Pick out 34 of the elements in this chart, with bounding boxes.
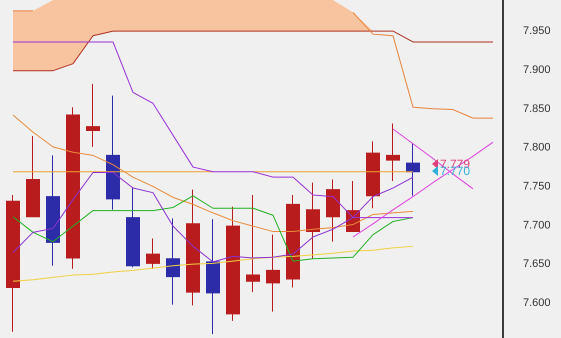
y-tick-label: 7.650 bbox=[523, 258, 551, 270]
candlestick bbox=[186, 189, 200, 306]
line-series bbox=[12, 195, 414, 262]
candlestick bbox=[366, 140, 380, 209]
candlestick bbox=[266, 234, 280, 312]
candlestick bbox=[206, 218, 220, 335]
line-series bbox=[12, 246, 414, 282]
y-tick-label: 7.750 bbox=[523, 180, 551, 192]
y-tick-label: 7.600 bbox=[523, 297, 551, 310]
candlestick bbox=[146, 238, 160, 270]
candlestick bbox=[6, 194, 20, 332]
y-tick-label: 7.900 bbox=[523, 64, 551, 76]
candlestick bbox=[26, 135, 40, 218]
line-series bbox=[12, 114, 414, 232]
candlestick bbox=[46, 154, 60, 266]
candlestick bbox=[326, 178, 340, 242]
candlestick bbox=[86, 83, 100, 148]
y-tick-label: 7.950 bbox=[523, 25, 551, 38]
line-series bbox=[12, 41, 414, 218]
y-tick-label: 7.850 bbox=[523, 102, 551, 115]
line-series bbox=[12, 30, 494, 72]
candlestick bbox=[66, 106, 80, 270]
candlestick bbox=[226, 206, 240, 322]
y-tick-label: 7.700 bbox=[523, 219, 551, 232]
candlestick bbox=[386, 123, 400, 182]
candlestick bbox=[246, 194, 260, 293]
line-series bbox=[12, 172, 414, 262]
candlestick bbox=[406, 142, 420, 196]
candlestick bbox=[286, 194, 300, 288]
candlestick bbox=[126, 188, 140, 268]
candlestick bbox=[106, 95, 120, 210]
y-tick-label: 7.800 bbox=[523, 142, 551, 154]
candlestick bbox=[166, 218, 180, 306]
candlestick bbox=[306, 182, 320, 260]
